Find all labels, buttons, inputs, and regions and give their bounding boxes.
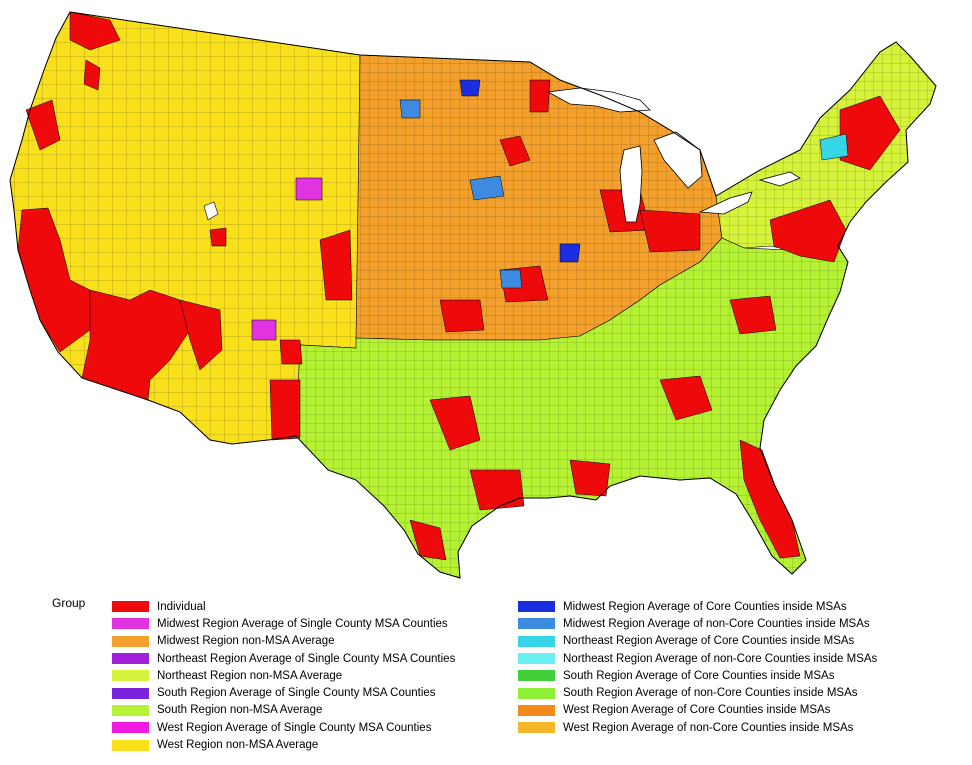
county-highlight-nm [279,339,303,365]
legend-swatch [112,601,149,613]
legend-right-column: Midwest Region Average of Core Counties … [518,598,877,736]
lake-huron [653,131,703,189]
lake-erie [698,191,753,215]
county-highlight-arizona [179,299,223,371]
legend-swatch [112,722,149,734]
county-highlight-msa-2 [251,319,277,341]
county-highlight-mw-noncore-1 [399,99,421,119]
legend-label: Midwest Region Average of non-Core Count… [563,617,870,630]
county-highlight-dfw [429,395,481,451]
legend-label: South Region Average of Single County MS… [157,687,436,700]
county-highlight-msa-1 [295,177,323,201]
legend-swatch [112,670,149,682]
left-legend-item-1: Midwest Region Average of Single County … [112,615,455,632]
county-highlight-colorado [319,229,353,301]
left-legend-item-2: Midwest Region non-MSA Average [112,633,455,650]
right-legend-item-2: Northeast Region Average of Core Countie… [518,633,877,650]
county-highlight-houston [469,469,525,511]
right-legend-item-0: Midwest Region Average of Core Counties … [518,598,877,615]
right-legend-item-1: Midwest Region Average of non-Core Count… [518,615,877,632]
left-legend-item-8: West Region non-MSA Average [112,736,455,753]
lake-superior [546,87,651,113]
county-highlight-carolina [729,295,777,335]
county-highlight-florida [739,439,801,559]
legend-swatch [518,670,555,682]
county-highlight-ne-core [819,133,849,161]
legend-swatch [518,687,555,699]
county-highlight-mn-north [529,79,551,113]
legend-label: South Region non-MSA Average [157,704,323,717]
county-highlight-mw-noncore-3 [499,269,523,289]
left-legend-item-7: West Region Average of Single County MSA… [112,719,455,736]
right-legend-item-3: Northeast Region Average of non-Core Cou… [518,650,877,667]
county-highlight-mn [499,135,531,167]
county-highlight-puget [83,59,101,91]
left-legend-item-4: Northeast Region non-MSA Average [112,667,455,684]
legend-swatch [518,704,555,716]
legend-label: Northeast Region non-MSA Average [157,669,343,682]
county-highlight-atlanta [659,375,713,421]
legend-label: Midwest Region non-MSA Average [157,635,335,648]
county-highlight-mw-core-1 [459,79,481,97]
lake-ontario [758,171,801,187]
right-legend-item-7: West Region Average of non-Core Counties… [518,719,877,736]
right-legend-item-6: West Region Average of Core Counties ins… [518,702,877,719]
county-highlight-new-orleans [569,459,611,497]
us-county-map [9,11,937,579]
county-highlight-in-oh [639,209,701,253]
left-legend-item-3: Northeast Region Average of Single Count… [112,650,455,667]
legend-swatch [112,687,149,699]
county-highlights [17,11,901,561]
county-highlight-ok [439,299,485,333]
left-legend-item-6: South Region non-MSA Average [112,702,455,719]
legend-label: South Region Average of Core Counties in… [563,669,835,682]
right-legend-item-4: South Region Average of Core Counties in… [518,667,877,684]
legend-swatch [518,722,555,734]
legend-swatch [518,653,555,665]
county-highlight-utah [209,227,227,247]
us-outline [9,11,937,579]
legend-swatch [112,618,149,630]
county-highlight-southwest [81,289,191,401]
legend-swatch [518,618,555,630]
legend-swatch [112,739,149,751]
county-highlight-san-antonio [409,519,447,561]
legend-label: West Region Average of Core Counties ins… [563,704,831,717]
lake-michigan [619,145,643,223]
county-highlight-oregon [25,99,61,151]
legend-label: Individual [157,600,206,613]
left-legend-item-0: Individual [112,598,455,615]
county-highlight-nm-east [269,379,301,441]
legend-label: Midwest Region Average of Core Counties … [563,600,847,613]
legend-label: West Region Average of non-Core Counties… [563,721,854,734]
legend-label: Northeast Region Average of Single Count… [157,652,456,665]
left-legend-item-5: South Region Average of Single County MS… [112,684,455,701]
legend-left-column: Individual Midwest Region Average of Sing… [112,598,455,754]
great-salt-lake [203,201,219,221]
legend-label: South Region Average of non-Core Countie… [563,687,858,700]
county-highlight-mw-core-2 [559,243,581,263]
legend-swatch [112,635,149,647]
legend-swatch [518,601,555,613]
legend-swatch [112,653,149,665]
legend-swatch [518,635,555,647]
legend-swatch [112,704,149,716]
county-highlight-washington [69,11,121,51]
county-highlight-mid-atlantic [769,199,847,263]
legend-title: Group [52,596,86,610]
legend-label: Northeast Region Average of Core Countie… [563,635,855,648]
legend-label: Northeast Region Average of non-Core Cou… [563,652,878,665]
county-highlight-mw-noncore-2 [469,175,505,201]
legend-label: West Region non-MSA Average [157,739,319,752]
legend-label: Midwest Region Average of Single County … [157,617,448,630]
us-map-svg [9,11,937,579]
legend-label: West Region Average of Single County MSA… [157,721,432,734]
right-legend-item-5: South Region Average of non-Core Countie… [518,684,877,701]
